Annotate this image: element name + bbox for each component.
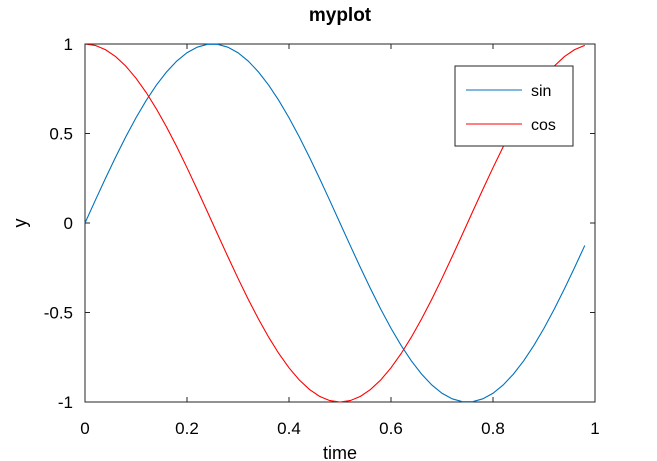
y-tick-labels: -1 -0.5 0 0.5 1	[44, 35, 73, 412]
x-tick-label: 0.6	[379, 419, 403, 438]
x-axis-label: time	[323, 443, 357, 461]
x-tick-labels: 0 0.2 0.4 0.6 0.8 1	[80, 419, 599, 438]
x-tick-label: 0.2	[175, 419, 199, 438]
legend-box	[454, 65, 574, 147]
legend: sin cos	[454, 65, 574, 147]
y-tick-label: 0.5	[49, 125, 73, 144]
series-group	[84, 43, 586, 403]
x-tick-label: 0	[80, 419, 89, 438]
x-tick-label: 0.8	[481, 419, 505, 438]
x-tick-label: 0.4	[277, 419, 301, 438]
x-tick-label: 1	[590, 419, 599, 438]
legend-label-sin: sin	[531, 83, 551, 100]
chart-title: myplot	[309, 5, 372, 26]
series-line-sin	[84, 43, 586, 403]
y-tick-label: -1	[58, 393, 73, 412]
legend-label-cos: cos	[531, 117, 556, 134]
y-axis-label: y	[10, 219, 30, 228]
y-tick-label: 1	[64, 35, 73, 54]
y-tick-label: 0	[64, 214, 73, 233]
y-tick-label: -0.5	[44, 304, 73, 323]
series-line-cos	[84, 43, 586, 403]
ticks-group	[84, 43, 596, 403]
